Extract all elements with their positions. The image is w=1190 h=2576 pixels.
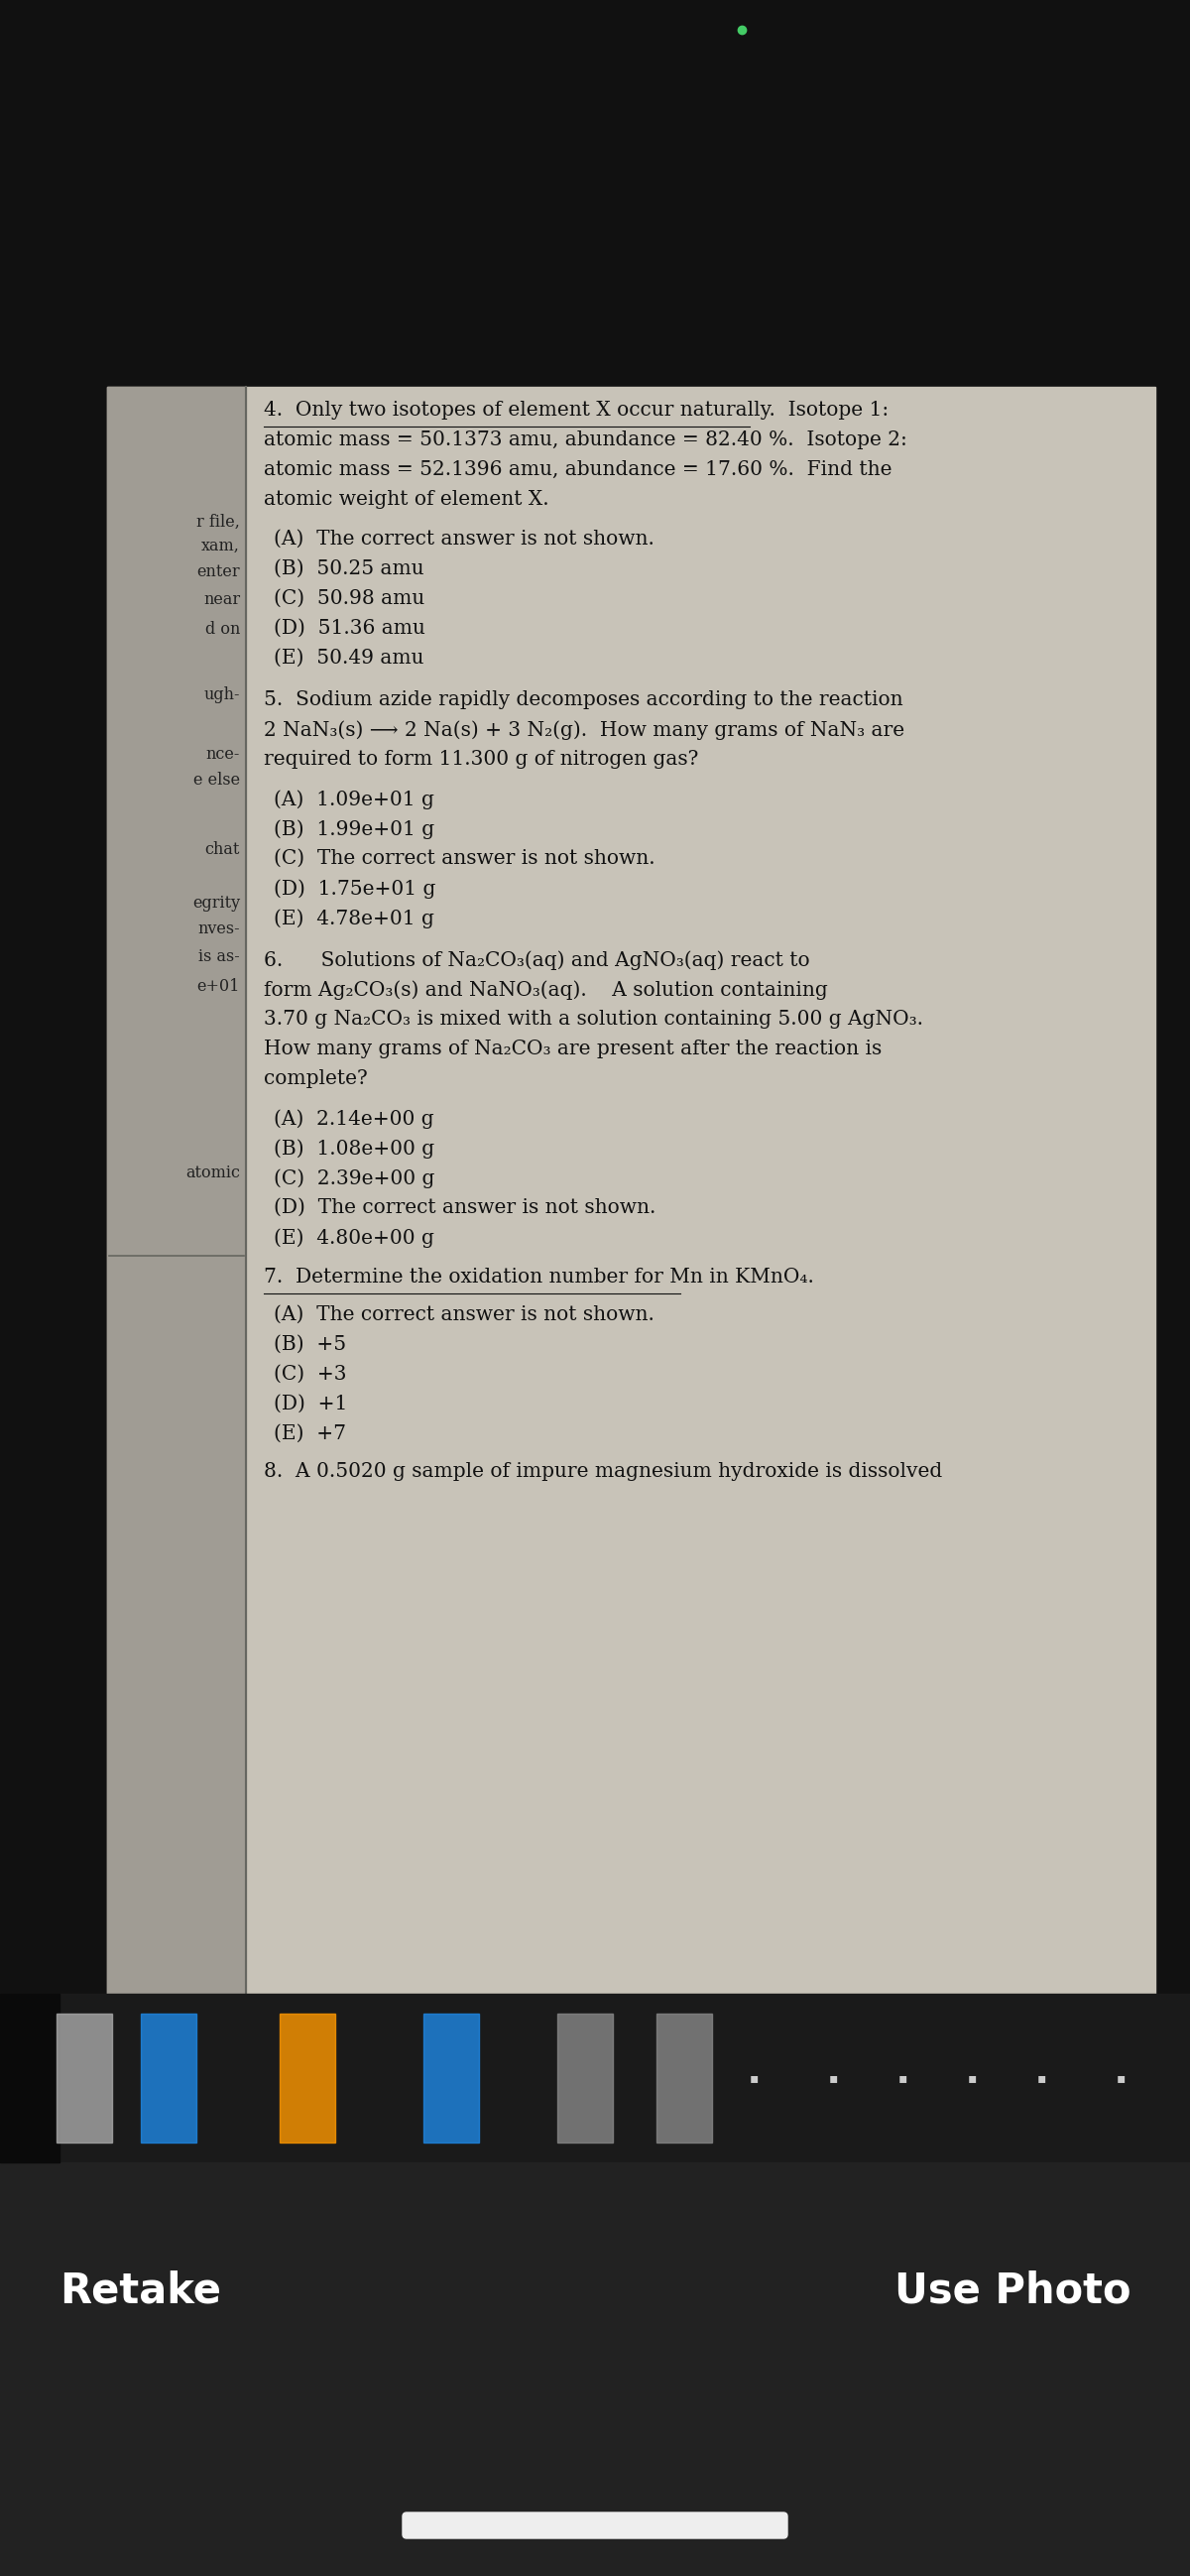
Text: 4.  Only two isotopes of element X occur naturally.  Isotope 1:: 4. Only two isotopes of element X occur … bbox=[264, 402, 889, 420]
Text: (E)  +7: (E) +7 bbox=[274, 1425, 346, 1443]
Text: is as-: is as- bbox=[199, 948, 240, 966]
Text: ▪: ▪ bbox=[897, 2071, 907, 2084]
Bar bbox=[57, 2014, 112, 2143]
Text: 5.  Sodium azide rapidly decomposes according to the reaction: 5. Sodium azide rapidly decomposes accor… bbox=[264, 690, 903, 708]
Text: chat: chat bbox=[205, 842, 240, 858]
Text: (B)  1.99e+01 g: (B) 1.99e+01 g bbox=[274, 819, 434, 840]
Text: 8.  A 0.5020 g sample of impure magnesium hydroxide is dissolved: 8. A 0.5020 g sample of impure magnesium… bbox=[264, 1463, 942, 1481]
Text: ugh-: ugh- bbox=[203, 685, 240, 703]
Text: Retake: Retake bbox=[60, 2269, 221, 2313]
Text: (E)  50.49 amu: (E) 50.49 amu bbox=[274, 649, 424, 667]
Text: (A)  2.14e+00 g: (A) 2.14e+00 g bbox=[274, 1108, 434, 1128]
Text: enter: enter bbox=[196, 564, 240, 580]
Text: (E)  4.80e+00 g: (E) 4.80e+00 g bbox=[274, 1229, 434, 1247]
Text: form Ag₂CO₃(s) and NaNO₃(aq).    A solution containing: form Ag₂CO₃(s) and NaNO₃(aq). A solution… bbox=[264, 979, 828, 999]
Text: (B)  1.08e+00 g: (B) 1.08e+00 g bbox=[274, 1139, 434, 1159]
Text: ▪: ▪ bbox=[1036, 2071, 1046, 2084]
Text: atomic mass = 50.1373 amu, abundance = 82.40 %.  Isotope 2:: atomic mass = 50.1373 amu, abundance = 8… bbox=[264, 430, 907, 448]
Text: (D)  1.75e+01 g: (D) 1.75e+01 g bbox=[274, 878, 436, 899]
Text: ▪: ▪ bbox=[1116, 2071, 1126, 2084]
Text: nce-: nce- bbox=[206, 747, 240, 762]
Text: (D)  51.36 amu: (D) 51.36 amu bbox=[274, 618, 425, 639]
Text: (C)  The correct answer is not shown.: (C) The correct answer is not shown. bbox=[274, 850, 656, 868]
Text: (D)  +1: (D) +1 bbox=[274, 1394, 347, 1414]
Text: e else: e else bbox=[193, 773, 240, 788]
Bar bbox=[424, 2014, 478, 2143]
Text: (B)  +5: (B) +5 bbox=[274, 1334, 346, 1355]
Text: ▪: ▪ bbox=[828, 2071, 838, 2084]
Bar bbox=[0, 2161, 1190, 2576]
Text: Use Photo: Use Photo bbox=[894, 2269, 1130, 2313]
Text: (A)  1.09e+01 g: (A) 1.09e+01 g bbox=[274, 791, 434, 809]
Bar bbox=[657, 2014, 712, 2143]
Text: 7.  Determine the oxidation number for Mn in KMnO₄.: 7. Determine the oxidation number for Mn… bbox=[264, 1267, 814, 1285]
Text: d on: d on bbox=[205, 621, 240, 639]
Text: (A)  The correct answer is not shown.: (A) The correct answer is not shown. bbox=[274, 1306, 654, 1324]
Text: ▪: ▪ bbox=[749, 2071, 758, 2084]
Text: egrity: egrity bbox=[193, 894, 240, 912]
Text: (C)  2.39e+00 g: (C) 2.39e+00 g bbox=[274, 1170, 434, 1188]
FancyBboxPatch shape bbox=[402, 2512, 788, 2537]
Bar bbox=[280, 2014, 336, 2143]
Text: 6.      Solutions of Na₂CO₃(aq) and AgNO₃(aq) react to: 6. Solutions of Na₂CO₃(aq) and AgNO₃(aq)… bbox=[264, 951, 810, 969]
Text: atomic: atomic bbox=[186, 1164, 240, 1182]
Text: (C)  +3: (C) +3 bbox=[274, 1365, 346, 1383]
Text: 2 NaN₃(s) ⟶ 2 Na(s) + 3 N₂(g).  How many grams of NaN₃ are: 2 NaN₃(s) ⟶ 2 Na(s) + 3 N₂(g). How many … bbox=[264, 721, 904, 739]
Bar bbox=[557, 2014, 613, 2143]
Text: (C)  50.98 amu: (C) 50.98 amu bbox=[274, 590, 425, 608]
Text: xam,: xam, bbox=[201, 538, 240, 554]
Text: r file,: r file, bbox=[196, 513, 240, 531]
Bar bbox=[107, 386, 246, 1994]
Text: atomic weight of element X.: atomic weight of element X. bbox=[264, 489, 549, 510]
Text: atomic mass = 52.1396 amu, abundance = 17.60 %.  Find the: atomic mass = 52.1396 amu, abundance = 1… bbox=[264, 461, 892, 479]
Text: 3.70 g Na₂CO₃ is mixed with a solution containing 5.00 g AgNO₃.: 3.70 g Na₂CO₃ is mixed with a solution c… bbox=[264, 1010, 923, 1028]
Bar bbox=[0, 1994, 1190, 2161]
Text: (E)  4.78e+01 g: (E) 4.78e+01 g bbox=[274, 909, 434, 927]
Text: e+01: e+01 bbox=[198, 979, 240, 994]
Text: (B)  50.25 amu: (B) 50.25 amu bbox=[274, 559, 424, 577]
Text: nves-: nves- bbox=[198, 920, 240, 938]
Bar bbox=[140, 2014, 196, 2143]
Text: complete?: complete? bbox=[264, 1069, 368, 1087]
Text: ▪: ▪ bbox=[967, 2071, 977, 2084]
Text: How many grams of Na₂CO₃ are present after the reaction is: How many grams of Na₂CO₃ are present aft… bbox=[264, 1041, 882, 1059]
Text: required to form 11.300 g of nitrogen gas?: required to form 11.300 g of nitrogen ga… bbox=[264, 750, 699, 768]
Bar bbox=[107, 386, 1155, 1994]
Text: (D)  The correct answer is not shown.: (D) The correct answer is not shown. bbox=[274, 1198, 656, 1216]
Text: near: near bbox=[203, 590, 240, 608]
Text: (A)  The correct answer is not shown.: (A) The correct answer is not shown. bbox=[274, 531, 654, 549]
Bar bbox=[0, 1994, 60, 2161]
